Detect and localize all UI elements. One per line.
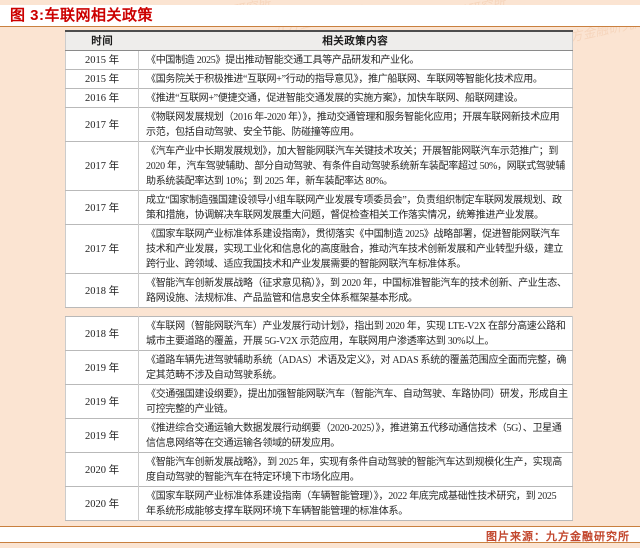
policy-year: 2019 年 <box>65 384 139 418</box>
table-row: 2015 年《中国制造 2025》提出推动智能交通工具等产品研发和产业化。 <box>65 50 573 69</box>
policy-year: 2017 年 <box>65 190 139 224</box>
policy-content: 《推进综合交通运输大数据发展行动纲要（2020-2025）》，推进第五代移动通信… <box>138 418 573 452</box>
policy-year: 2018 年 <box>65 316 139 350</box>
policy-year: 2018 年 <box>65 273 139 307</box>
policy-content: 《推进“互联网+”便捷交通，促进智能交通发展的实施方案》，加快车联网、船联网建设… <box>138 88 573 107</box>
policy-year: 2015 年 <box>65 69 139 88</box>
table-row: 2016 年《推进“互联网+”便捷交通，促进智能交通发展的实施方案》，加快车联网… <box>65 88 573 107</box>
policy-content: 《车联网（智能网联汽车）产业发展行动计划》，指出到 2020 年，实现 LTE-… <box>138 316 573 350</box>
table-header-row: 时间 相关政策内容 <box>65 31 573 51</box>
column-header-time: 时间 <box>65 31 139 51</box>
policy-year: 2016 年 <box>65 88 139 107</box>
policy-table-section-2: 2018 年《车联网（智能网联汽车）产业发展行动计划》，指出到 2020 年，实… <box>65 315 573 521</box>
policy-table-area: 时间 相关政策内容 2015 年《中国制造 2025》提出推动智能交通工具等产品… <box>65 30 573 521</box>
table-row: 2018 年《车联网（智能网联汽车）产业发展行动计划》，指出到 2020 年，实… <box>65 316 573 350</box>
policy-year: 2017 年 <box>65 107 139 141</box>
table-row: 2017 年成立“国家制造强国建设领导小组车联网产业发展专项委员会”，负责组织制… <box>65 190 573 224</box>
table-row: 2017 年《国家车联网产业标准体系建设指南》，贯彻落实《中国制造 2025》战… <box>65 224 573 273</box>
policy-year: 2015 年 <box>65 50 139 69</box>
source-text: 图片来源：九方金融研究所 <box>486 531 630 543</box>
policy-content: 《中国制造 2025》提出推动智能交通工具等产品研发和产业化。 <box>138 50 573 69</box>
policy-content: 《交通强国建设纲要》，提出加强智能网联汽车（智能汽车、自动驾驶、车路协同）研发，… <box>138 384 573 418</box>
policy-year: 2017 年 <box>65 141 139 190</box>
policy-content: 《智能汽车创新发展战略》，到 2025 年，实现有条件自动驾驶的智能汽车达到规模… <box>138 452 573 486</box>
table-row: 2019 年《交通强国建设纲要》，提出加强智能网联汽车（智能汽车、自动驾驶、车路… <box>65 384 573 418</box>
policy-content: 《国务院关于积极推进“互联网+”行动的指导意见》，推广船联网、车联网等智能化技术… <box>138 69 573 88</box>
policy-content: 成立“国家制造强国建设领导小组车联网产业发展专项委员会”，负责组织制定车联网发展… <box>138 190 573 224</box>
policy-year: 2019 年 <box>65 350 139 384</box>
table-row: 2020 年《国家车联网产业标准体系建设指南（车辆智能管理）》，2022 年底完… <box>65 486 573 520</box>
figure-title-bar: 图 3:车联网相关政策 <box>0 5 640 27</box>
policy-year: 2017 年 <box>65 224 139 273</box>
policy-table-section-1: 时间 相关政策内容 2015 年《中国制造 2025》提出推动智能交通工具等产品… <box>65 30 573 308</box>
source-bar: 图片来源：九方金融研究所 <box>0 526 640 543</box>
table-row: 2018 年《智能汽车创新发展战略（征求意见稿）》，到 2020 年，中国标准智… <box>65 273 573 307</box>
table-row: 2020 年《智能汽车创新发展战略》，到 2025 年，实现有条件自动驾驶的智能… <box>65 452 573 486</box>
policy-content: 《国家车联网产业标准体系建设指南》，贯彻落实《中国制造 2025》战略部署，促进… <box>138 224 573 273</box>
table-row: 2019 年《推进综合交通运输大数据发展行动纲要（2020-2025）》，推进第… <box>65 418 573 452</box>
policy-content: 《国家车联网产业标准体系建设指南（车辆智能管理）》，2022 年底完成基础性技术… <box>138 486 573 520</box>
policy-content: 《物联网发展规划（2016 年-2020 年）》，推动交通管理和服务智能化应用；… <box>138 107 573 141</box>
policy-content: 《汽车产业中长期发展规划》，加大智能网联汽车关键技术攻关；开展智能网联汽车示范推… <box>138 141 573 190</box>
policy-content: 《智能汽车创新发展战略（征求意见稿）》，到 2020 年，中国标准智能汽车的技术… <box>138 273 573 307</box>
table-row: 2015 年《国务院关于积极推进“互联网+”行动的指导意见》，推广船联网、车联网… <box>65 69 573 88</box>
policy-year: 2020 年 <box>65 452 139 486</box>
column-header-content: 相关政策内容 <box>138 31 573 51</box>
policy-year: 2019 年 <box>65 418 139 452</box>
policy-year: 2020 年 <box>65 486 139 520</box>
table-row: 2017 年《物联网发展规划（2016 年-2020 年）》，推动交通管理和服务… <box>65 107 573 141</box>
figure-title: 图 3:车联网相关政策 <box>10 7 154 24</box>
table-row: 2017 年《汽车产业中长期发展规划》，加大智能网联汽车关键技术攻关；开展智能网… <box>65 141 573 190</box>
table-row: 2019 年《道路车辆先进驾驶辅助系统（ADAS）术语及定义》，对 ADAS 系… <box>65 350 573 384</box>
policy-content: 《道路车辆先进驾驶辅助系统（ADAS）术语及定义》，对 ADAS 系统的覆盖范围… <box>138 350 573 384</box>
